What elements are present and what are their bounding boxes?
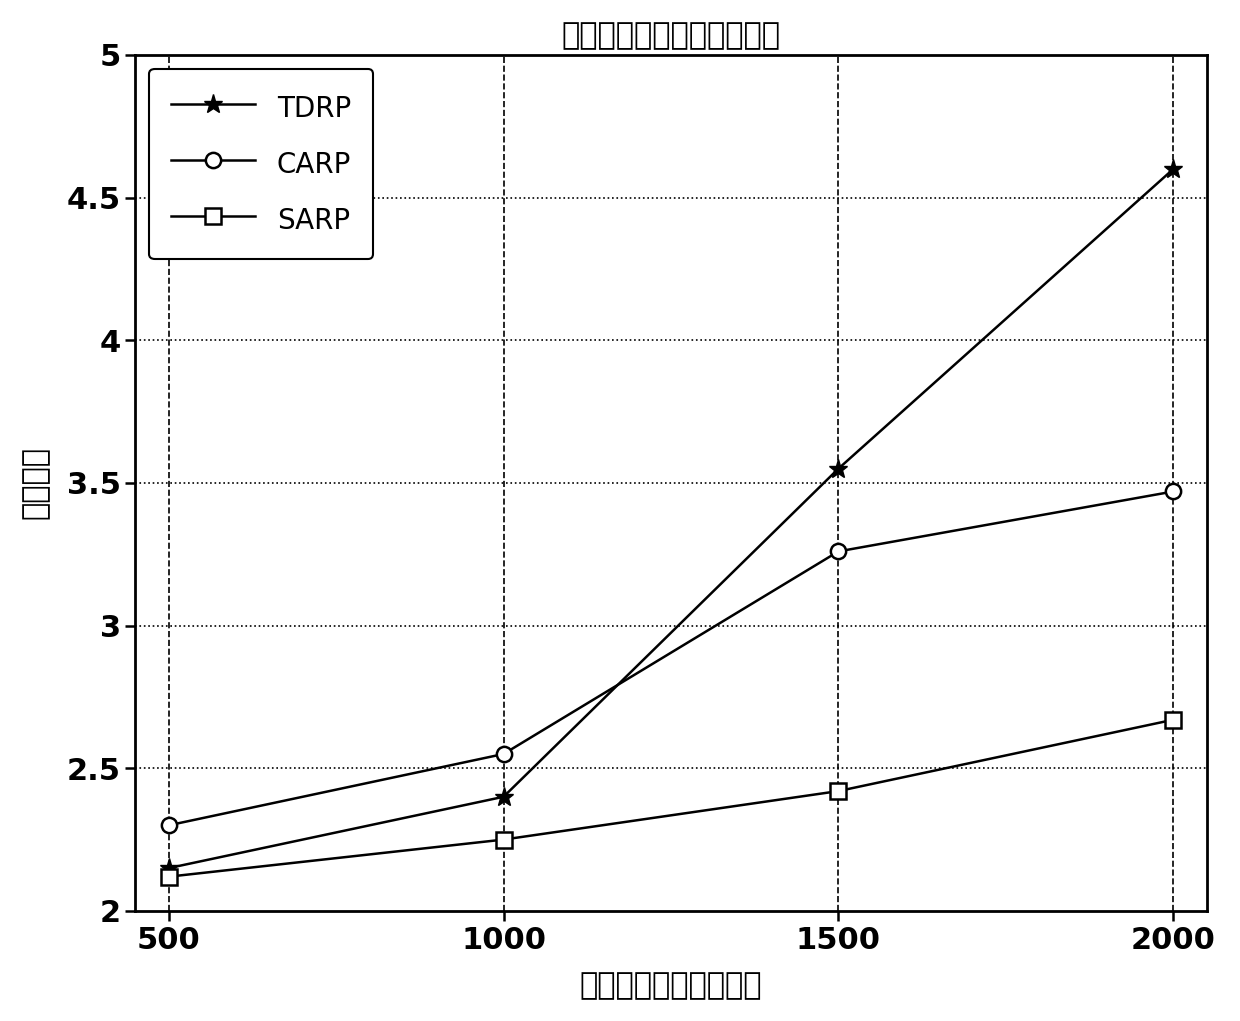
SARP xyxy=(496,833,511,845)
X-axis label: 源节点与目的节点距离: 源节点与目的节点距离 xyxy=(580,971,763,1001)
TDRP xyxy=(161,862,176,874)
TDRP xyxy=(1166,163,1180,176)
Y-axis label: 平均时延: 平均时延 xyxy=(21,446,50,520)
CARP xyxy=(1166,485,1180,497)
Line: SARP: SARP xyxy=(161,712,1180,884)
Line: CARP: CARP xyxy=(161,484,1180,833)
Line: TDRP: TDRP xyxy=(159,159,1183,878)
CARP xyxy=(161,819,176,831)
SARP xyxy=(831,785,846,797)
Title: 认知无线网路路由时延仿真: 认知无线网路路由时延仿真 xyxy=(562,20,780,50)
Legend: TDRP, CARP, SARP: TDRP, CARP, SARP xyxy=(149,68,373,259)
TDRP xyxy=(496,790,511,803)
CARP xyxy=(496,747,511,760)
CARP xyxy=(831,545,846,557)
TDRP xyxy=(831,463,846,475)
SARP xyxy=(161,871,176,883)
SARP xyxy=(1166,714,1180,726)
